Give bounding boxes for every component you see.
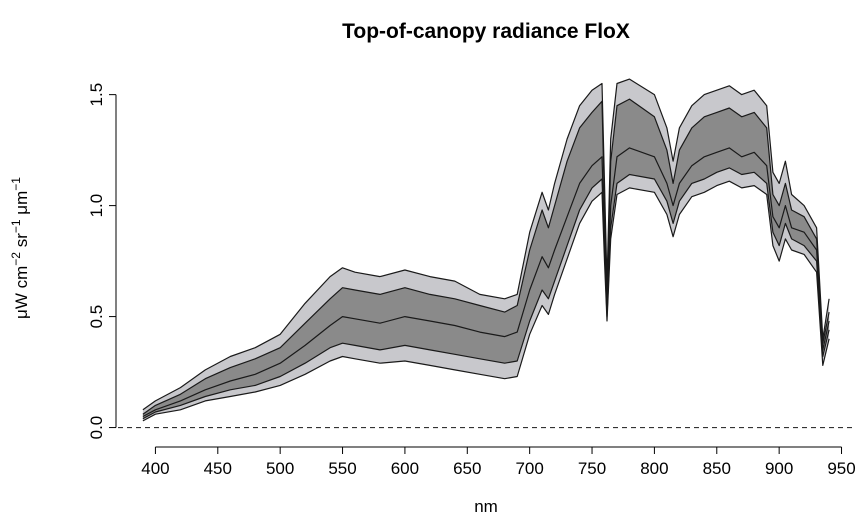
x-tick-label: 800: [640, 459, 668, 478]
outer-lower-line: [142, 180, 830, 422]
sd-lower-line: [142, 167, 830, 420]
x-tick-label: 600: [391, 459, 419, 478]
plot-area: [118, 78, 854, 429]
x-tick-label: 650: [453, 459, 481, 478]
outer-upper-line: [142, 78, 830, 411]
x-axis: 400 450 500 550 600 650 700 750 800 850 900 950: [141, 446, 856, 478]
x-tick-label: 900: [765, 459, 793, 478]
chart-title: Top-of-canopy radiance FloX: [342, 20, 630, 43]
x-axis-label: nm: [474, 497, 498, 516]
x-tick-label: 500: [266, 459, 294, 478]
x-tick-label: 850: [703, 459, 731, 478]
y-label-unit-1: μW cm: [12, 266, 31, 319]
y-label-unit-2: sr: [12, 233, 31, 252]
x-tick-label: 550: [328, 459, 356, 478]
y-tick-label: 1.5: [87, 83, 106, 107]
y-label-exp-1: −2: [9, 252, 23, 266]
x-tick-label: 400: [141, 459, 169, 478]
y-tick-label: 0.5: [87, 305, 106, 329]
mean-line: [142, 147, 830, 418]
x-tick-label: 750: [578, 459, 606, 478]
y-label-unit-3: μm: [12, 191, 31, 220]
y-axis-label: μW cm−2 sr−1 μm−1: [9, 177, 31, 319]
y-tick-label: 1.0: [87, 194, 106, 218]
y-label-exp-2: −1: [9, 219, 23, 233]
y-label-exp-3: −1: [9, 177, 23, 191]
x-tick-label: 950: [827, 459, 855, 478]
y-axis: 0.0 0.5 1.0 1.5: [87, 83, 117, 440]
x-tick-label: 450: [204, 459, 232, 478]
y-tick-label: 0.0: [87, 416, 106, 440]
sd-upper-line: [142, 98, 830, 415]
x-tick-label: 700: [515, 459, 543, 478]
inner-band: [142, 99, 830, 419]
